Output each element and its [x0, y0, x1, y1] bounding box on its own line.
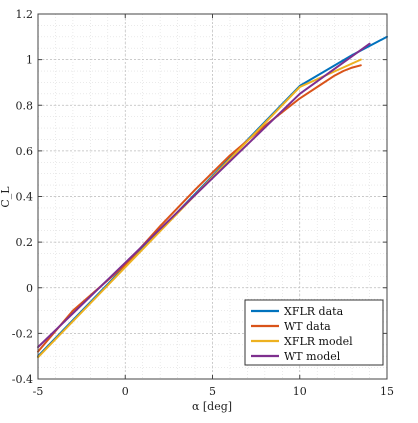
y-axis-ticks: -0.4 -0.2 0 0.2 0.4 0.6 0.8 1 1.2: [12, 8, 387, 386]
y-tick-label: 0.8: [16, 99, 34, 112]
y-tick-label: 0.4: [16, 191, 34, 204]
x-tick-label: 5: [209, 385, 216, 398]
y-tick-label: 1: [26, 54, 33, 67]
legend-entry-label: XFLR data: [284, 305, 344, 318]
series-line-wt-model: [37, 42, 371, 349]
y-tick-label: 0.2: [16, 236, 34, 249]
legend-entry-label: WT data: [284, 320, 331, 333]
x-tick-label: 10: [293, 385, 307, 398]
x-axis-ticks: -5 0 5 10 15: [33, 14, 394, 398]
y-tick-label: 0.6: [16, 145, 34, 158]
y-tick-label: 0: [26, 282, 33, 295]
x-tick-label: 0: [122, 385, 129, 398]
series-line-wt-data: [37, 64, 362, 353]
y-axis-label: C_L: [0, 186, 12, 208]
y-tick-label: -0.4: [12, 373, 33, 386]
y-tick-label: 1.2: [16, 8, 34, 21]
x-tick-label: -5: [33, 385, 44, 398]
series-layer: [37, 35, 388, 359]
legend-entry-label: XFLR model: [284, 335, 353, 348]
y-tick-label: -0.2: [12, 327, 33, 340]
x-axis-label: α [deg]: [192, 400, 232, 413]
x-tick-label: 15: [380, 385, 394, 398]
legend: XFLR data WT data XFLR model WT model: [244, 299, 384, 366]
legend-entry-label: WT model: [284, 350, 341, 363]
